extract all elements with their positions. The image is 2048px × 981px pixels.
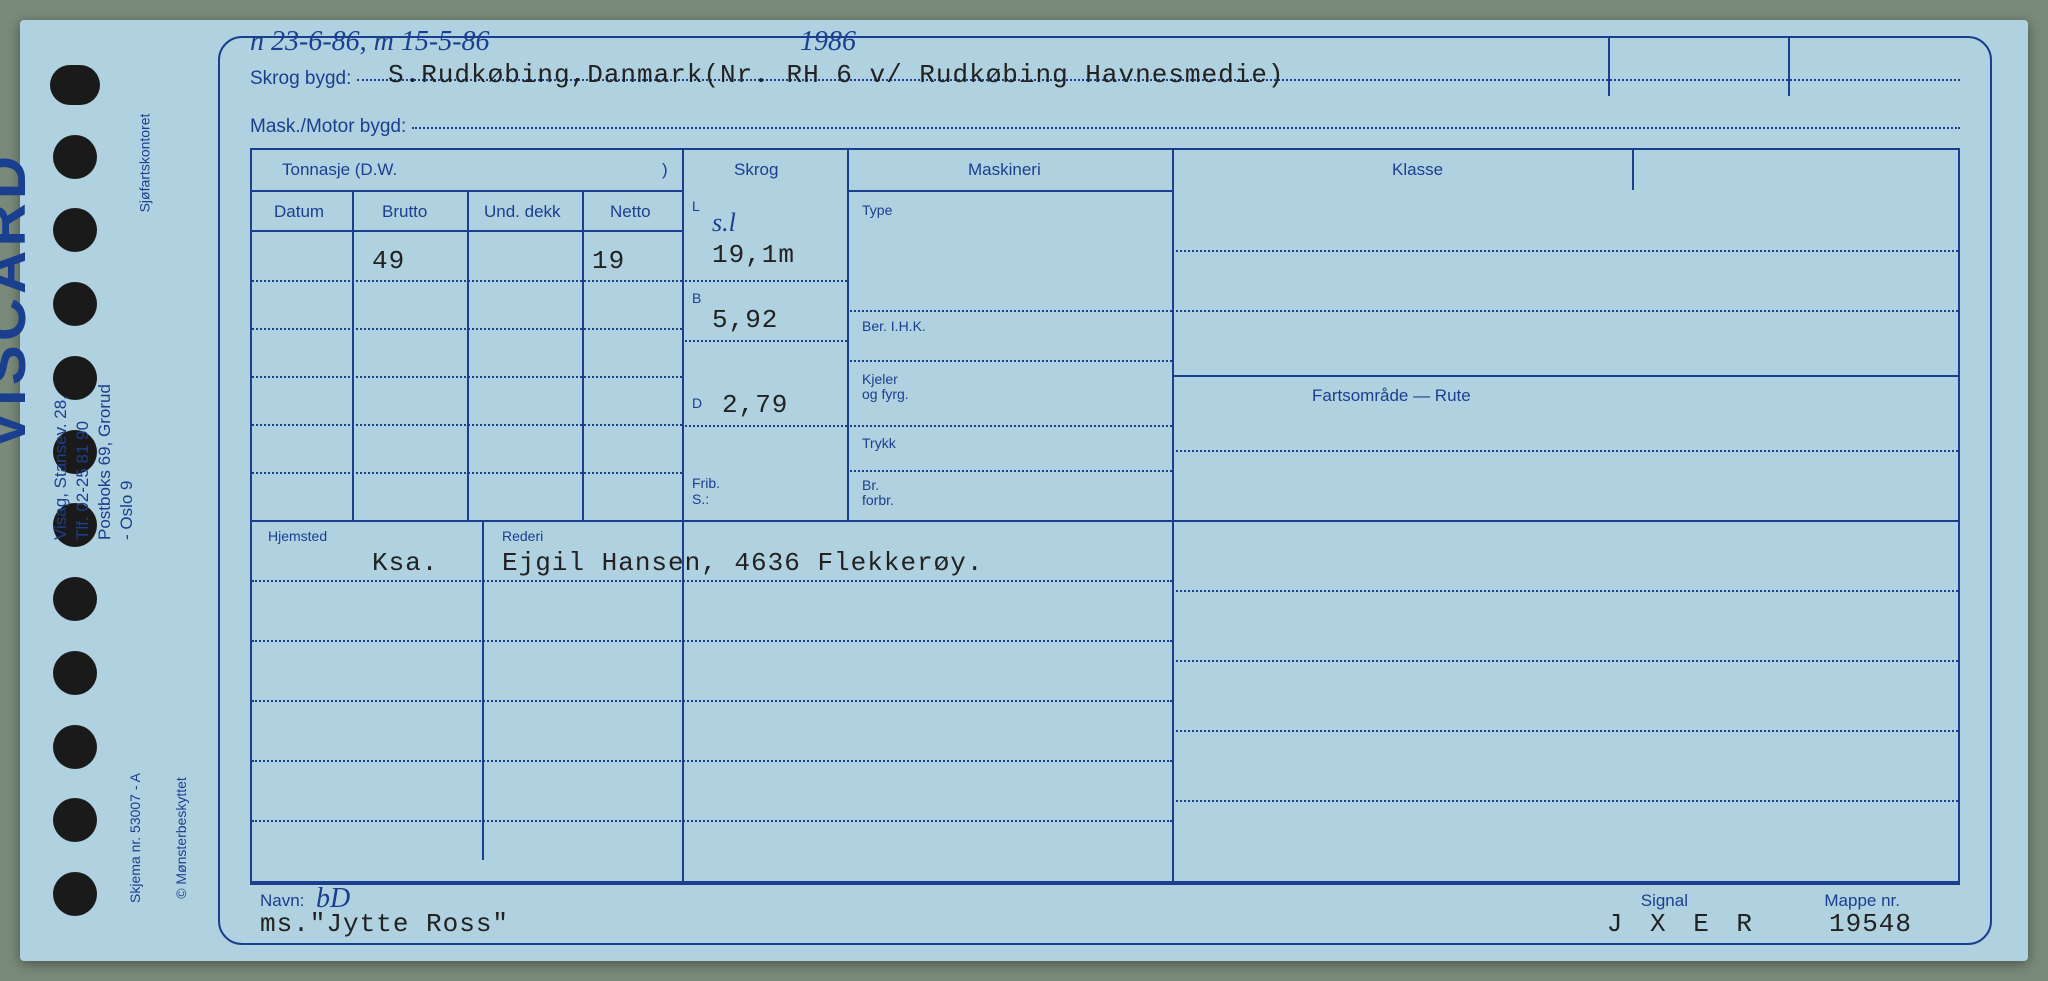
- skrog-bygd-label: Skrog bygd:: [250, 68, 351, 90]
- sjofart-label: Sjøfartskontoret: [136, 114, 152, 213]
- skrog-label: Skrog: [734, 160, 778, 180]
- maskineri-label: Maskineri: [968, 160, 1041, 180]
- skjema-label: Skjema nr. 53007 - A: [127, 773, 143, 903]
- B-value: 5,92: [712, 305, 778, 335]
- punch-hole: [53, 651, 97, 695]
- card-body: n 23-6-86, m 15-5-86 1986 Skrog bygd: S.…: [218, 36, 1992, 945]
- punch-hole: [53, 798, 97, 842]
- tonnasje-close: ): [662, 160, 668, 180]
- punch-hole: [53, 282, 97, 326]
- hjemsted-label: Hjemsted: [268, 528, 327, 544]
- signal-value: J X E R: [1607, 909, 1758, 939]
- handwritten-year: 1986: [800, 26, 856, 58]
- address-line-2: Postboks 69, Grorud - Oslo 9: [95, 384, 136, 540]
- type-label: Type: [862, 202, 892, 218]
- netto-value: 19: [592, 246, 625, 276]
- netto-label: Netto: [610, 202, 651, 222]
- ber-ihk-label: Ber. I.H.K.: [862, 318, 926, 334]
- D-value: 2,79: [722, 390, 788, 420]
- frib-label: Frib. S.:: [692, 475, 720, 507]
- navn-label: Navn:: [260, 891, 304, 911]
- B-label: B: [692, 290, 701, 306]
- rederi-value: Ejgil Hansen, 4636 Flekkerøy.: [502, 548, 983, 578]
- fartsomrade-label: Fartsområde — Rute: [1312, 386, 1471, 406]
- und-dekk-label: Und. dekk: [484, 202, 561, 222]
- kjeler-label: Kjeler og fyrg.: [862, 372, 909, 403]
- trykk-label: Trykk: [862, 435, 896, 451]
- brutto-value: 49: [372, 246, 405, 276]
- signal-label: Signal: [1641, 891, 1688, 911]
- punch-hole: [53, 872, 97, 916]
- address-line-1: Visag, Stansev. 28, Tlf. 02-25 81 90: [51, 395, 92, 540]
- brutto-label: Brutto: [382, 202, 427, 222]
- viscard-logo: VISCARD: [0, 152, 39, 450]
- punch-hole: [53, 577, 97, 621]
- punch-hole: [50, 65, 100, 105]
- mask-motor-label: Mask./Motor bygd:: [250, 116, 406, 138]
- main-table: Tonnasje (D.W. ) Datum Brutto Und. dekk …: [250, 148, 1960, 883]
- punch-hole: [53, 135, 97, 179]
- datum-label: Datum: [274, 202, 324, 222]
- L-value: 19,1m: [712, 240, 795, 270]
- handwritten-dates: n 23-6-86, m 15-5-86: [250, 26, 490, 58]
- sl-handwritten: s.l: [712, 208, 736, 238]
- D-label: D: [692, 395, 702, 411]
- br-forbr-label: Br. forbr.: [862, 478, 894, 509]
- klasse-label: Klasse: [1392, 160, 1443, 180]
- tonnasje-label: Tonnasje (D.W.: [282, 160, 397, 180]
- skrog-bygd-value: S.Rudkøbing,Danmark(Nr. RH 6 v/ Rudkøbin…: [388, 60, 1285, 90]
- side-printer-info: Sjøfartskontoret VISCARD Visag, Stansev.…: [130, 20, 210, 961]
- mappe-value: 19548: [1829, 909, 1912, 939]
- mask-motor-row: Mask./Motor bygd:: [250, 116, 1960, 138]
- hjemsted-value: Ksa.: [372, 548, 438, 578]
- ship-record-card: Sjøfartskontoret VISCARD Visag, Stansev.…: [20, 20, 2028, 961]
- L-label: L: [692, 198, 700, 214]
- mappe-label: Mappe nr.: [1824, 891, 1900, 911]
- punch-hole: [53, 208, 97, 252]
- monster-label: © Mønsterbeskyttet: [173, 777, 189, 899]
- navn-value: ms."Jytte Ross": [260, 909, 509, 939]
- viscard-address: Visag, Stansev. 28, Tlf. 02-25 81 90 Pos…: [50, 380, 138, 540]
- punch-hole: [53, 725, 97, 769]
- rederi-label: Rederi: [502, 528, 543, 544]
